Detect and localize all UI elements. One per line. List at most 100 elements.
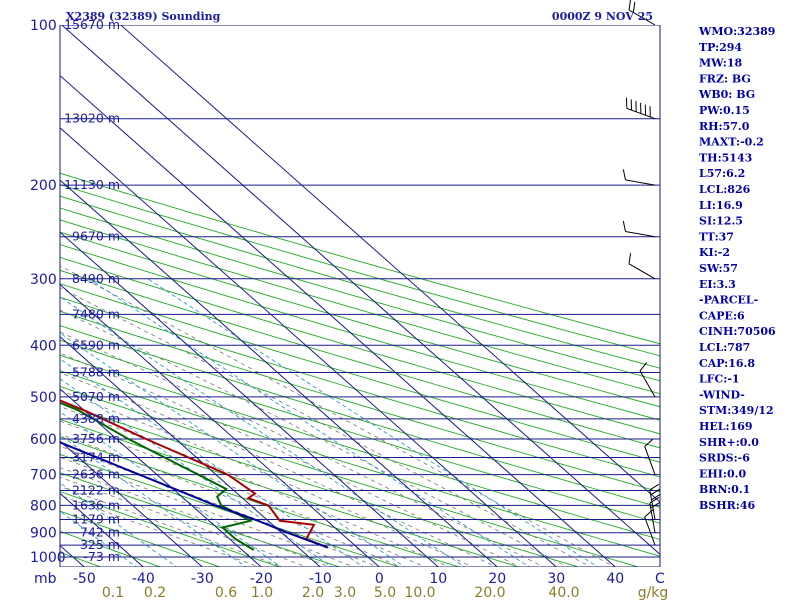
wind-barb [644,438,656,475]
height-label: -73 m [83,549,120,564]
index-line: BRN:0.1 [699,483,750,496]
wind-barb-staff [644,516,656,546]
sounding-traces [60,399,329,551]
mixing-ratio-label: 0.2 [144,585,166,600]
index-line: STM:349/12 [699,404,774,417]
moist-adiabat [60,445,379,567]
moist-adiabat [60,486,284,567]
wind-barb [628,0,656,26]
index-line: EHI:0.0 [699,467,746,480]
indices-panel: WMO:32389 TP:294 MW:18 FRZ: BG WB0: BG PW:0.1… [698,25,776,512]
mixing-ratio-label: 2.0 [302,585,324,600]
index-line: EI:3.3 [699,278,736,291]
pressure-tick-label: 800 [30,498,57,514]
index-line: KI:-2 [699,246,730,259]
isotherm [60,74,616,567]
height-label: 15670 m [64,17,120,32]
wind-barb [622,220,656,238]
pressure-tick-label: 900 [30,526,57,542]
dry-adiabat [60,402,581,567]
index-line: LI:16.9 [699,199,743,212]
moist-adiabat [60,476,308,567]
dry-adiabat [60,296,660,478]
dry-adiabat [60,256,660,435]
mixing-ratio-line [147,278,599,567]
wind-barb-staff [625,179,656,186]
mixing-ratio-label: 20.0 [474,585,505,600]
dry-adiabat [60,219,660,395]
wind-barb [644,509,656,546]
index-line: L57:6.2 [699,167,745,180]
index-line: WB0: BG [698,88,755,101]
index-line: BSHR:46 [699,499,755,512]
dry-adiabat [60,354,660,540]
index-line: HEL:169 [699,420,753,433]
height-label: 5788 m [72,365,120,380]
isotherm [60,440,203,567]
isotherm [60,388,262,567]
wind-barb-staff [628,263,656,280]
moist-adiabat [60,352,521,567]
index-line: SRDS:-6 [699,452,750,465]
mixing-ratio-label: 40.0 [548,585,579,600]
index-line: SW:57 [699,262,738,275]
dry-adiabat [60,339,660,524]
dry-adiabat [60,491,282,567]
index-line: CINH:70506 [699,325,776,338]
moist-adiabat [60,494,261,567]
wind-barb [628,253,656,280]
index-line: WMO:32389 [698,25,775,38]
mixing-ratio-unit: g/kg [638,585,669,600]
wind-barb-flag [644,509,654,518]
dry-adiabat [60,283,660,463]
isotherm [60,283,380,567]
dry-adiabat [60,195,660,369]
pressure-tick-label: 100 [30,18,57,34]
dry-adiabat [60,184,660,357]
pressure-tick-label: 300 [30,272,57,288]
isotherm [60,231,439,567]
index-line: SI:12.5 [699,215,743,228]
dry-adiabat [60,207,660,382]
temperature-tick-label: 40 [606,571,624,587]
moist-adiabat [60,287,592,567]
temperature-tick-label: 20 [488,571,506,587]
mixing-ratio-line [60,378,333,567]
wind-barb-staff [649,503,656,533]
mixing-ratio-line [60,510,138,567]
index-line: LCL:826 [699,183,751,196]
index-line: CAPE:6 [699,309,745,322]
wind-barb [626,97,656,120]
temperature-tick-label: 0 [375,571,384,587]
pressure-tick-label: 200 [30,178,57,194]
height-label: 13020 m [64,111,120,126]
height-label: 8490 m [72,271,120,286]
mixing-ratio-line [60,332,406,567]
wind-barb-flag [639,362,648,372]
index-line: TP:294 [699,41,742,54]
wind-barb-flag [650,501,661,509]
height-label: 325 m [80,537,120,552]
pressure-tick-label: 500 [30,390,57,406]
wind-barbs [622,0,661,546]
moist-adiabat [60,331,545,567]
dewpoint-trace [60,401,255,551]
wind-barb-flag [628,253,632,264]
height-label: 1179 m [72,512,120,527]
isotherm [120,25,660,503]
index-line: SHR+:0.0 [699,436,759,449]
wind-barb [639,362,656,398]
height-label: 6590 m [72,337,120,352]
background-lines [60,25,660,567]
wind-barb [622,169,656,186]
height-label: 4388 m [72,411,120,426]
dry-adiabat [60,310,660,493]
temperature-tick-label: -10 [309,571,332,587]
mixing-ratio-label: 10.0 [404,585,435,600]
wind-barb-flag [650,488,661,496]
wind-barb-flag [651,493,661,501]
pressure-tick-label: 600 [30,432,57,448]
wind-barb-flag [644,438,654,447]
moist-adiabat [60,309,568,567]
